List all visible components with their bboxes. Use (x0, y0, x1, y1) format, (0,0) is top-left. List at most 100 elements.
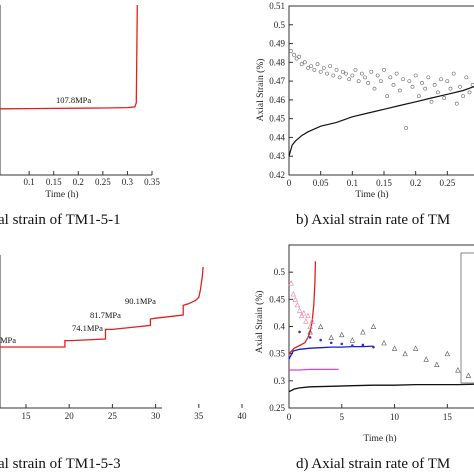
panel-c-annotation-3: 81.7MPa (90, 310, 121, 320)
panel-c-x-tick-label: 20 (65, 411, 75, 421)
panel-b-point (461, 94, 466, 99)
panel-b-x-tick-label: 0.2 (410, 178, 421, 188)
panel-b-point (359, 71, 364, 76)
panel-c: 15 20 25 30 35 40 MPa 74.1MPa 81.7MPa 90.1MPa… (0, 255, 247, 472)
panel-d-y-tick-label: 0.3 (274, 376, 286, 386)
panel-d-triangle-point (317, 323, 324, 330)
panel-b-y-tick-label: 0.45 (269, 114, 285, 124)
panel-c-annotation-2: 74.1MPa (72, 323, 103, 333)
panel-b-point (439, 77, 443, 82)
panel-b-point (382, 67, 386, 72)
panel-b-x-tick-label: 0 (287, 178, 292, 188)
panel-c-caption: al strain of TM1-5-3 (0, 456, 121, 472)
panel-d-legend-box (460, 252, 474, 384)
panel-b-point (407, 79, 412, 84)
panel-b-point (397, 88, 402, 93)
panel-b-point (442, 96, 447, 100)
panel-d-caption: d) Axial strain rate of TM (296, 456, 450, 472)
panel-d-y-tick-label: 0.25 (269, 403, 285, 413)
panel-d-triangle-point (294, 301, 301, 308)
panel-c-x-tick-label: 30 (151, 411, 161, 421)
panel-c-strain-line (0, 266, 204, 348)
panel-b-ylabel: Axial Strain (%) (255, 59, 266, 122)
panel-d-x-tick-label: 10 (390, 412, 400, 422)
panel-d-triangle-point (360, 329, 366, 335)
panel-d-x-tick-label: 5 (340, 412, 345, 422)
panel-b-point (388, 75, 393, 80)
panel-a-caption: al strain of TM1-5-1 (0, 212, 121, 228)
panel-d-triangle-point (412, 345, 419, 351)
panel-d-triangle-point (298, 312, 305, 319)
panel-b-point (467, 90, 472, 95)
panel-b-point (292, 52, 296, 57)
panel-a-x-tick-label: 0.25 (95, 177, 111, 187)
panel-b-point (366, 81, 371, 85)
panel-d-triangle-point (303, 318, 309, 324)
panel-a-annotation: 107.8MPa (56, 95, 91, 105)
panel-b-caption: b) Axial strain rate of TM (296, 212, 450, 228)
panel-a: 0.1 0.15 0.2 0.25 0.3 0.35 107.8MPa Time (h) … (0, 4, 160, 228)
panel-d: 0 5 10 15 0.25 0.3 0.35 0.4 0.45 0.5 Axial Strain… (254, 244, 474, 472)
panel-d-star-point (340, 342, 344, 346)
panel-b-point (294, 56, 299, 61)
panel-b-point (454, 101, 459, 106)
panel-d-triangle-point (309, 318, 315, 324)
panel-b-point (394, 71, 399, 76)
panel-b-point (378, 79, 383, 84)
panel-d-series-line (288, 345, 374, 360)
panel-d-series-line (288, 383, 474, 393)
panel-d-triangle-point (307, 329, 313, 335)
panel-b-point (340, 69, 345, 74)
panel-d-triangle-point (307, 323, 313, 330)
panel-b-point (288, 49, 293, 53)
panel-b-point (350, 73, 355, 78)
panel-d-triangle-point (455, 367, 461, 373)
panel-b-point (321, 66, 326, 70)
panel-b-point (420, 81, 424, 85)
panel-b-point (309, 64, 314, 68)
panel-b-point (451, 71, 456, 76)
panel-d-star-point (319, 338, 322, 342)
panel-d-triangle-point (465, 372, 472, 378)
panel-d-triangle-point (292, 296, 299, 302)
panel-b: 0 0.05 0.1 0.15 0.2 0.25 0.42 0.43 0.44 0.45 0.46 0… (255, 1, 474, 228)
panel-d-star-point (298, 330, 301, 334)
panel-b-point (347, 77, 352, 82)
panel-b-y-tick-label: 0.5 (274, 20, 286, 30)
panel-b-point (328, 64, 333, 68)
panel-b-point (302, 60, 307, 65)
panel-b-point (363, 75, 367, 80)
panel-d-triangle-point (381, 339, 387, 346)
panel-b-point (470, 82, 474, 87)
panel-b-point (344, 71, 348, 76)
panel-b-point (375, 73, 380, 78)
panel-b-point (464, 75, 469, 80)
panel-d-triangle-point (402, 350, 408, 357)
panel-d-star-point (329, 341, 333, 345)
panel-b-point (318, 69, 323, 74)
panel-c-x-tick-label: 15 (22, 411, 32, 421)
panel-b-point (353, 67, 358, 72)
panel-d-triangle-point (391, 345, 398, 351)
panel-d-triangle-point (349, 337, 356, 343)
panel-d-triangle-point (339, 331, 345, 338)
panel-b-frame (288, 5, 474, 176)
panel-d-star-point (372, 345, 375, 349)
panel-d-y-tick-label: 0.4 (274, 322, 286, 332)
panel-d-xlabel: Time (h) (363, 433, 396, 444)
panel-d-triangle-point (288, 280, 294, 286)
panel-b-x-tick-label: 0.05 (313, 178, 329, 188)
panel-b-y-tick-label: 0.47 (269, 76, 285, 86)
panel-b-point (325, 71, 329, 76)
panel-a-xlabel: Time (h) (45, 189, 78, 200)
panel-b-point (312, 67, 317, 72)
panel-b-point (426, 75, 431, 80)
panel-b-point (413, 73, 418, 78)
panel-b-x-tick-label: 0.15 (376, 178, 392, 188)
panel-b-y-tick-label: 0.46 (269, 95, 285, 105)
panel-b-point (356, 79, 361, 84)
panel-d-y-tick-label: 0.35 (269, 349, 285, 359)
panel-d-x-tick-label: 0 (287, 412, 292, 422)
panel-d-triangle-point (423, 356, 429, 362)
panel-b-y-tick-label: 0.43 (269, 151, 285, 161)
